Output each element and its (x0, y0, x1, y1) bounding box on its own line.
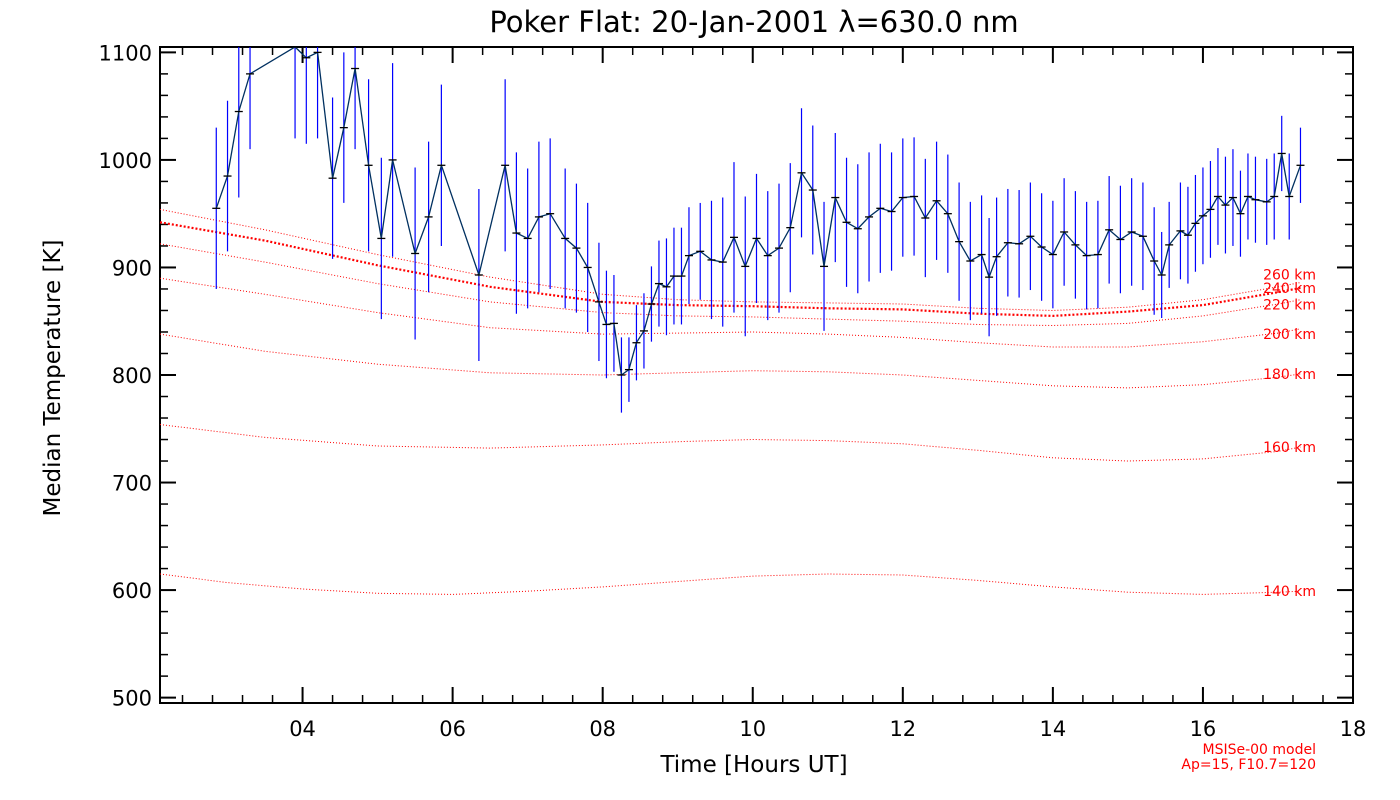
x-tick-label: 06 (439, 717, 466, 741)
x-tick-label: 10 (739, 717, 766, 741)
y-tick-label: 800 (112, 364, 152, 388)
model-curves (159, 208, 1301, 595)
plot-frame (159, 46, 1354, 704)
model-curve-140km (159, 573, 1301, 595)
model-params-note: Ap=15, F10.7=120 (1181, 757, 1316, 773)
model-curve-200km (159, 277, 1301, 348)
y-tick-label: 1000 (99, 149, 152, 173)
altitude-label-180km: 180 km (1263, 367, 1316, 383)
altitude-label-240km: 240 km (1263, 281, 1316, 297)
model-curve-240km (159, 221, 1301, 318)
measured-series (212, 46, 1305, 413)
x-axis: 04 06 08 10 12 14 16 18 (181, 47, 1367, 741)
chart-title: Poker Flat: 20-Jan-2001 λ=630.0 nm (489, 5, 1018, 39)
altitude-label-220km: 220 km (1263, 298, 1316, 314)
model-curve-220km (159, 243, 1301, 327)
model-curve-180km (159, 333, 1301, 389)
x-tick-label: 14 (1040, 717, 1067, 741)
y-tick-label: 700 (112, 472, 152, 496)
x-tick-label: 08 (589, 717, 616, 741)
model-curve-160km (159, 424, 1301, 462)
x-tick-label: 18 (1340, 717, 1367, 741)
altitude-label-140km: 140 km (1263, 584, 1316, 600)
x-axis-label: Time [Hours UT] (659, 752, 847, 778)
y-axis-label: Median Temperature [K] (40, 240, 66, 517)
altitude-label-160km: 160 km (1263, 440, 1316, 456)
y-tick-label: 600 (112, 579, 152, 603)
y-axis: 500 600 700 800 900 1000 1100 (99, 41, 1353, 711)
x-tick-label: 04 (289, 717, 316, 741)
model-curve-260km (159, 208, 1301, 312)
altitude-label-260km: 260 km (1263, 268, 1316, 284)
x-tick-label: 12 (889, 717, 916, 741)
y-tick-label: 500 (112, 687, 152, 711)
y-tick-label: 1100 (99, 41, 152, 65)
x-tick-label: 16 (1190, 717, 1217, 741)
altitude-label-200km: 200 km (1263, 327, 1316, 343)
y-tick-label: 900 (112, 256, 152, 280)
model-note: MSISe-00 model (1202, 742, 1316, 758)
measured-line (215, 46, 1302, 377)
